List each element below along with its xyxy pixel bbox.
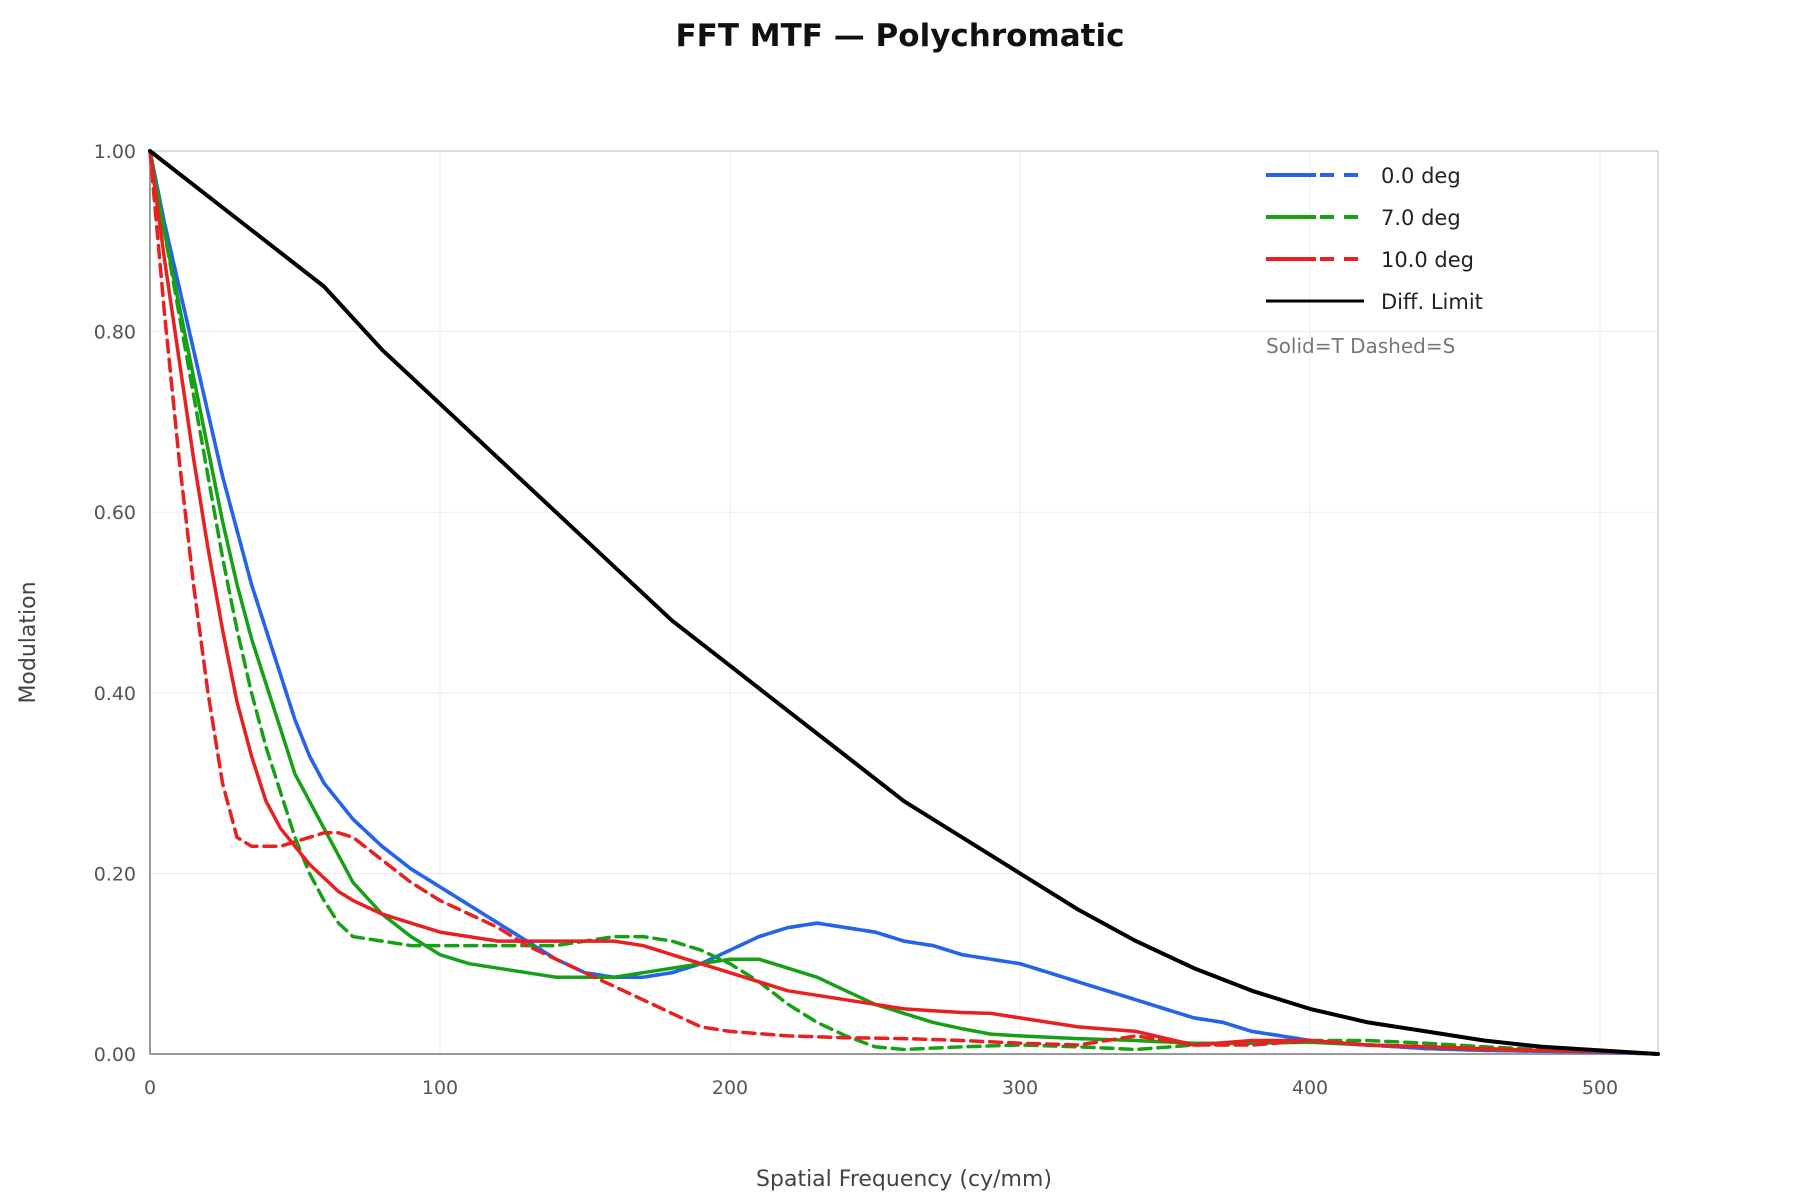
grid <box>149 150 1658 1055</box>
y-tick-label: 0.40 <box>94 683 136 705</box>
x-tick-label: 0 <box>144 1077 156 1099</box>
legend-item: Diff. Limit <box>1266 290 1483 314</box>
x-tick-label: 200 <box>712 1077 748 1099</box>
y-axis-label: Modulation <box>16 581 41 703</box>
series-line-7-0-deg-tangential <box>148 149 1660 1056</box>
y-tick-label: 0.20 <box>94 863 136 885</box>
y-tick-label: 0.00 <box>94 1044 136 1066</box>
plot-frame <box>149 150 1659 1055</box>
x-tick-label: 500 <box>1582 1077 1618 1099</box>
series-layer <box>148 149 1660 1056</box>
legend: 0.0 deg 7.0 deg 10.0 deg Diff. Limit <box>1266 164 1483 314</box>
series-line-7-0-deg-sagittal <box>148 149 1660 1056</box>
legend-item: 0.0 deg <box>1266 164 1461 188</box>
legend-label: 10.0 deg <box>1381 248 1474 272</box>
legend-note: Solid=T Dashed=S <box>1266 334 1455 358</box>
legend-item: 7.0 deg <box>1266 206 1461 230</box>
axes <box>149 151 1658 1055</box>
series-line-10-0-deg-tangential <box>148 149 1660 1056</box>
legend-label: 7.0 deg <box>1381 206 1461 230</box>
legend-label: 0.0 deg <box>1381 164 1461 188</box>
x-tick-label: 300 <box>1002 1077 1038 1099</box>
tick-labels: 0 100 200 300 400 500 0.00 0.20 0.40 0.60 0.80 1.00 <box>94 141 1618 1099</box>
y-tick-label: 0.60 <box>94 502 136 524</box>
y-tick-label: 1.00 <box>94 141 136 163</box>
y-tick-label: 0.80 <box>94 322 136 344</box>
series-line-10-0-deg-sagittal <box>148 149 1660 1056</box>
x-tick-label: 100 <box>422 1077 458 1099</box>
series-line-diff-limit-tangential <box>148 149 1660 1056</box>
legend-label: Diff. Limit <box>1381 290 1483 314</box>
chart-title: FFT MTF — Polychromatic <box>675 18 1125 54</box>
x-tick-label: 400 <box>1292 1077 1328 1099</box>
series-line-0-0-deg-sagittal <box>148 149 1660 1056</box>
series-line-0-0-deg-tangential <box>148 149 1660 1056</box>
x-axis-label: Spatial Frequency (cy/mm) <box>756 1167 1052 1192</box>
legend-item: 10.0 deg <box>1266 248 1474 272</box>
